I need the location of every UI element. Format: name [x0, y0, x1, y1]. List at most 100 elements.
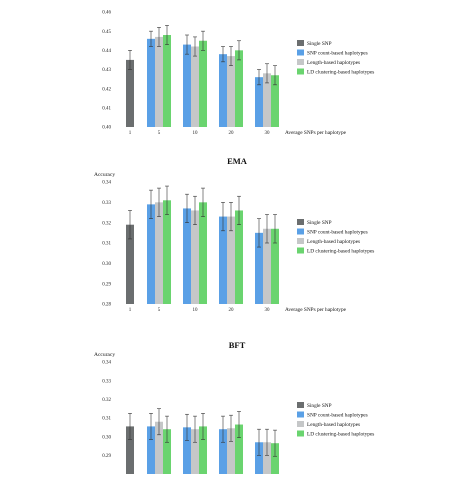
- y-tick-label: 0.41: [102, 107, 111, 112]
- bar: [271, 75, 279, 127]
- y-tick-label: 0.29: [102, 282, 111, 287]
- y-tick-label: 0.30: [102, 435, 111, 440]
- bar: [219, 216, 227, 304]
- bar: [126, 426, 134, 474]
- bar: [191, 46, 199, 127]
- y-tick-label: 0.42: [102, 87, 111, 92]
- y-tick-label: 0.31: [102, 242, 111, 247]
- legend-entry: LD clustering-based haplotypes: [307, 249, 374, 255]
- y-tick-label: 0.45: [102, 30, 111, 35]
- bar: [235, 210, 243, 304]
- legend-entry: SNP count-based haplotypes: [307, 51, 368, 57]
- legend-entry: SNP count-based haplotypes: [307, 413, 368, 419]
- legend-entry: Single SNP: [307, 403, 332, 409]
- chart-title: EMA: [227, 156, 248, 166]
- chart-panel-2: [126, 185, 304, 304]
- bar: [191, 210, 199, 304]
- bar: [219, 429, 227, 474]
- x-tick-label: 5: [158, 131, 161, 136]
- bar: [263, 442, 271, 474]
- bar: [155, 421, 163, 474]
- x-tick-label: 30: [265, 131, 271, 136]
- bar: [183, 208, 191, 304]
- bar: [191, 429, 199, 474]
- y-tick-label: 0.40: [102, 126, 111, 131]
- x-tick-label: 1: [129, 131, 132, 136]
- x-tick-label: 10: [193, 131, 199, 136]
- bar: [255, 77, 263, 127]
- bar: [147, 38, 155, 128]
- bar: [155, 36, 163, 127]
- bar: [227, 216, 235, 304]
- x-tick-label: 10: [193, 308, 199, 313]
- legend-swatch: [297, 402, 304, 408]
- legend-entry: LD clustering-based haplotypes: [307, 432, 374, 438]
- legend-swatch: [297, 40, 304, 46]
- bar: [126, 59, 134, 127]
- legend-swatch: [297, 421, 304, 427]
- legend-entry: SNP count-based haplotypes: [307, 230, 368, 236]
- bar: [126, 224, 134, 304]
- bar: [155, 202, 163, 304]
- bar: [199, 426, 207, 474]
- legend-swatch: [297, 247, 304, 254]
- x-axis-label: Average SNPs per haplotype: [285, 130, 347, 136]
- bar: [183, 427, 191, 474]
- bar: [199, 202, 207, 304]
- legend-entry: LD clustering-based haplotypes: [307, 70, 374, 76]
- legend-swatch: [297, 68, 304, 75]
- legend-swatch: [297, 238, 304, 244]
- bar: [255, 232, 263, 304]
- bar: [183, 44, 191, 128]
- bar: [163, 200, 171, 304]
- y-tick-label: 0.28: [102, 303, 111, 308]
- y-tick-label: 0.34: [102, 181, 111, 186]
- y-tick-label: 0.31: [102, 417, 111, 422]
- chart-panel-1: [126, 25, 304, 128]
- legend-swatch: [297, 49, 304, 56]
- y-tick-label: 0.32: [102, 398, 111, 403]
- bar: [147, 204, 155, 304]
- legend-entry: Length-based haplotypes: [307, 239, 360, 245]
- legend-entry: Single SNP: [307, 41, 332, 47]
- bar: [147, 426, 155, 474]
- x-tick-label: 5: [158, 308, 161, 313]
- legend-entry: Single SNP: [307, 220, 332, 226]
- bar: [235, 50, 243, 128]
- bar: [227, 56, 235, 128]
- bar: [219, 54, 227, 127]
- legend-swatch: [297, 411, 304, 418]
- legend-swatch: [297, 228, 304, 235]
- legend-swatch: [297, 219, 304, 225]
- x-tick-label: 20: [229, 308, 235, 313]
- bar: [163, 35, 171, 127]
- y-axis-label: Accuracy: [94, 352, 115, 358]
- x-axis-label: Average SNPs per haplotype: [285, 307, 347, 313]
- bar: [263, 228, 271, 304]
- bar: [263, 73, 271, 127]
- legend-swatch: [297, 59, 304, 65]
- bar: [227, 428, 235, 474]
- y-tick-label: 0.46: [102, 11, 111, 16]
- y-tick-label: 0.34: [102, 361, 111, 366]
- bar: [255, 442, 263, 474]
- chart-panel-3: [126, 402, 304, 474]
- legend-entry: Length-based haplotypes: [307, 422, 360, 428]
- bar: [199, 40, 207, 127]
- x-tick-label: 20: [229, 131, 235, 136]
- bar: [163, 429, 171, 474]
- bar: [271, 443, 279, 474]
- y-tick-label: 0.43: [102, 68, 111, 73]
- y-tick-label: 0.33: [102, 379, 111, 384]
- chart-title: BFT: [229, 340, 246, 350]
- y-tick-label: 0.30: [102, 262, 111, 267]
- x-tick-label: 30: [265, 308, 271, 313]
- bar: [271, 228, 279, 304]
- y-axis-label: Accuracy: [94, 172, 115, 178]
- y-tick-label: 0.32: [102, 221, 111, 226]
- x-tick-label: 1: [129, 308, 132, 313]
- bar: [235, 424, 243, 474]
- y-tick-label: 0.29: [102, 454, 111, 459]
